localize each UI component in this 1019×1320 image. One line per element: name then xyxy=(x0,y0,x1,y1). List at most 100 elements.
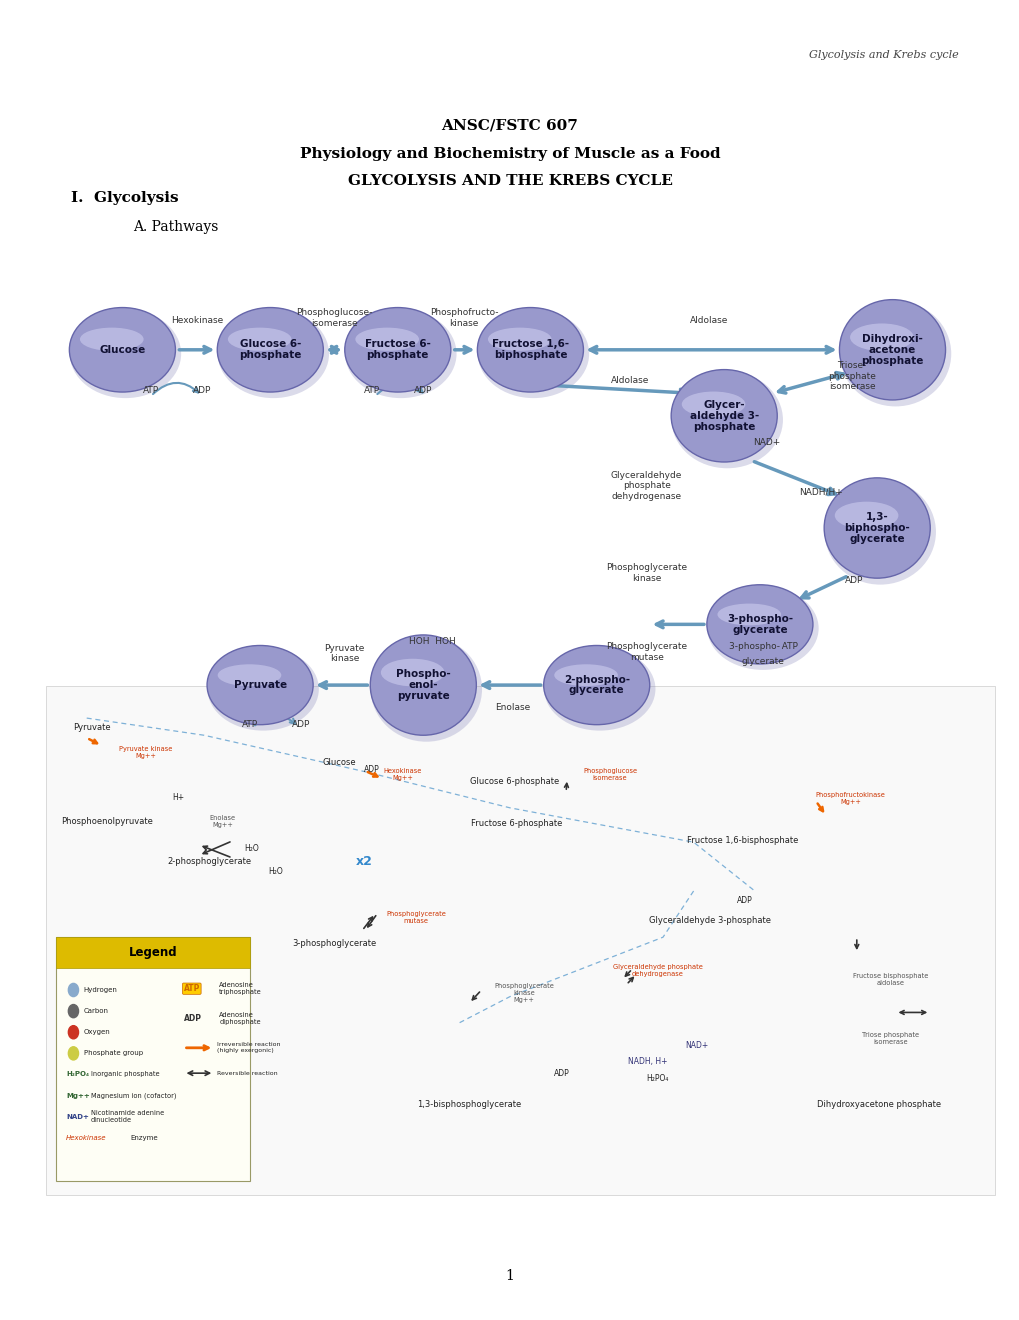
Text: I.  Glycolysis: I. Glycolysis xyxy=(71,191,179,206)
Text: Phosphoglucose-
isomerase: Phosphoglucose- isomerase xyxy=(297,309,372,327)
Text: 2-phosphoglycerate: 2-phosphoglycerate xyxy=(167,858,251,866)
Ellipse shape xyxy=(207,648,319,731)
Ellipse shape xyxy=(355,327,419,351)
Text: 3-phospho- ATP: 3-phospho- ATP xyxy=(728,643,797,651)
Text: Inorganic phosphate: Inorganic phosphate xyxy=(91,1072,159,1077)
Text: Phosphofructo-
kinase: Phosphofructo- kinase xyxy=(429,309,498,327)
Text: ADP: ADP xyxy=(553,1069,570,1077)
Ellipse shape xyxy=(477,309,589,399)
Text: Phosphate group: Phosphate group xyxy=(84,1051,143,1056)
Text: Glucose: Glucose xyxy=(323,759,356,767)
Text: H₂O: H₂O xyxy=(268,867,282,875)
FancyBboxPatch shape xyxy=(56,937,250,1181)
Text: ADP: ADP xyxy=(364,766,380,774)
Text: Pyruvate: Pyruvate xyxy=(73,723,110,731)
Text: Aldolase: Aldolase xyxy=(610,376,649,384)
Text: x2: x2 xyxy=(356,855,372,869)
Text: Pyruvate
kinase: Pyruvate kinase xyxy=(324,644,365,663)
Ellipse shape xyxy=(344,309,457,399)
Ellipse shape xyxy=(217,309,329,399)
Text: ADP: ADP xyxy=(183,1014,202,1023)
Ellipse shape xyxy=(217,308,323,392)
Text: A. Pathways: A. Pathways xyxy=(132,220,218,235)
Text: glycerate: glycerate xyxy=(741,657,784,665)
Text: Phospho-
enol-
pyruvate: Phospho- enol- pyruvate xyxy=(395,669,450,701)
Text: Pyruvate: Pyruvate xyxy=(233,680,286,690)
Ellipse shape xyxy=(543,645,649,725)
Text: NAD+: NAD+ xyxy=(66,1114,89,1119)
Ellipse shape xyxy=(370,636,482,742)
Text: Pyruvate kinase
Mg++: Pyruvate kinase Mg++ xyxy=(119,746,172,759)
Text: Hexokinase: Hexokinase xyxy=(66,1135,107,1140)
Text: H₂PO₄: H₂PO₄ xyxy=(646,1074,668,1082)
Text: Glucose 6-phosphate: Glucose 6-phosphate xyxy=(470,777,559,785)
Text: Adenosine
triphosphate: Adenosine triphosphate xyxy=(219,982,262,995)
Text: 2-phospho-
glycerate: 2-phospho- glycerate xyxy=(564,675,629,696)
Text: ADP: ADP xyxy=(736,896,752,904)
Text: ATP: ATP xyxy=(183,985,200,993)
Text: 3-phospho-
glycerate: 3-phospho- glycerate xyxy=(727,614,792,635)
Circle shape xyxy=(68,983,78,997)
Text: Glyceraldehyde phosphate
dehydrogenase: Glyceraldehyde phosphate dehydrogenase xyxy=(612,964,702,977)
Ellipse shape xyxy=(207,645,313,725)
Text: ADP: ADP xyxy=(844,577,862,585)
Text: Dihydroxyacetone phosphate: Dihydroxyacetone phosphate xyxy=(816,1101,941,1109)
Text: Hexokinase
Mg++: Hexokinase Mg++ xyxy=(383,768,422,781)
Text: Phosphoglycerate
mutase: Phosphoglycerate mutase xyxy=(386,911,445,924)
Ellipse shape xyxy=(706,586,818,671)
Text: Triose phosphate
isomerase: Triose phosphate isomerase xyxy=(861,1032,918,1045)
Text: Phosphoglycerate
mutase: Phosphoglycerate mutase xyxy=(605,643,687,661)
Text: Oxygen: Oxygen xyxy=(84,1030,110,1035)
Circle shape xyxy=(68,1026,78,1039)
Text: Adenosine
diphosphate: Adenosine diphosphate xyxy=(219,1011,261,1024)
Ellipse shape xyxy=(706,585,812,664)
Ellipse shape xyxy=(487,327,551,351)
Ellipse shape xyxy=(834,502,898,529)
Text: Glucose 6-
phosphate: Glucose 6- phosphate xyxy=(238,339,302,360)
Ellipse shape xyxy=(839,301,951,407)
Text: Enzyme: Enzyme xyxy=(130,1135,158,1140)
Text: ATP: ATP xyxy=(242,721,258,729)
Text: Nicotinamide adenine
dinucleotide: Nicotinamide adenine dinucleotide xyxy=(91,1110,164,1123)
FancyBboxPatch shape xyxy=(46,686,994,1195)
Text: Phosphofructokinase
Mg++: Phosphofructokinase Mg++ xyxy=(815,792,884,805)
Text: HOH  HOH: HOH HOH xyxy=(409,638,455,645)
Text: 1,3-bisphosphoglycerate: 1,3-bisphosphoglycerate xyxy=(417,1101,521,1109)
Text: Reversible reaction: Reversible reaction xyxy=(217,1071,277,1076)
Text: H+: H+ xyxy=(172,793,184,801)
Text: Irreversible reaction
(highly exergonic): Irreversible reaction (highly exergonic) xyxy=(217,1043,280,1053)
Text: NADH, H+: NADH, H+ xyxy=(628,1057,666,1065)
Text: Glyceraldehyde 3-phosphate: Glyceraldehyde 3-phosphate xyxy=(648,916,770,924)
Ellipse shape xyxy=(671,370,776,462)
Text: Glucose: Glucose xyxy=(99,345,146,355)
Ellipse shape xyxy=(839,300,945,400)
Ellipse shape xyxy=(69,309,181,399)
Ellipse shape xyxy=(849,323,913,351)
Ellipse shape xyxy=(553,664,618,686)
Ellipse shape xyxy=(543,648,655,731)
Text: ADP: ADP xyxy=(193,387,211,395)
Ellipse shape xyxy=(370,635,476,735)
Circle shape xyxy=(68,1047,78,1060)
Ellipse shape xyxy=(79,327,144,351)
Text: Hexokinase: Hexokinase xyxy=(170,317,223,325)
Text: Fructose bisphosphate
aldolase: Fructose bisphosphate aldolase xyxy=(852,973,927,986)
FancyBboxPatch shape xyxy=(56,937,250,968)
Text: NADH/H+: NADH/H+ xyxy=(798,488,842,496)
Text: Legend: Legend xyxy=(128,946,177,958)
Text: Enolase
Mg++: Enolase Mg++ xyxy=(209,814,235,828)
Text: ADP: ADP xyxy=(414,387,432,395)
Text: NAD+: NAD+ xyxy=(753,438,780,446)
Text: Glycolysis and Krebs cycle: Glycolysis and Krebs cycle xyxy=(808,50,958,61)
Text: Hydrogen: Hydrogen xyxy=(84,987,117,993)
Text: NAD+: NAD+ xyxy=(685,1041,707,1049)
Text: Enolase: Enolase xyxy=(495,704,530,711)
Ellipse shape xyxy=(823,479,935,585)
Text: 3-phosphoglycerate: 3-phosphoglycerate xyxy=(292,940,376,948)
Ellipse shape xyxy=(681,392,745,417)
Text: Fructose 6-phosphate: Fructose 6-phosphate xyxy=(471,820,562,828)
Text: Glycer-
aldehyde 3-
phosphate: Glycer- aldehyde 3- phosphate xyxy=(689,400,758,432)
Text: Carbon: Carbon xyxy=(84,1008,109,1014)
Text: Physiology and Biochemistry of Muscle as a Food: Physiology and Biochemistry of Muscle as… xyxy=(300,147,719,161)
Text: Triose-
phosphate
isomerase: Triose- phosphate isomerase xyxy=(827,362,875,391)
